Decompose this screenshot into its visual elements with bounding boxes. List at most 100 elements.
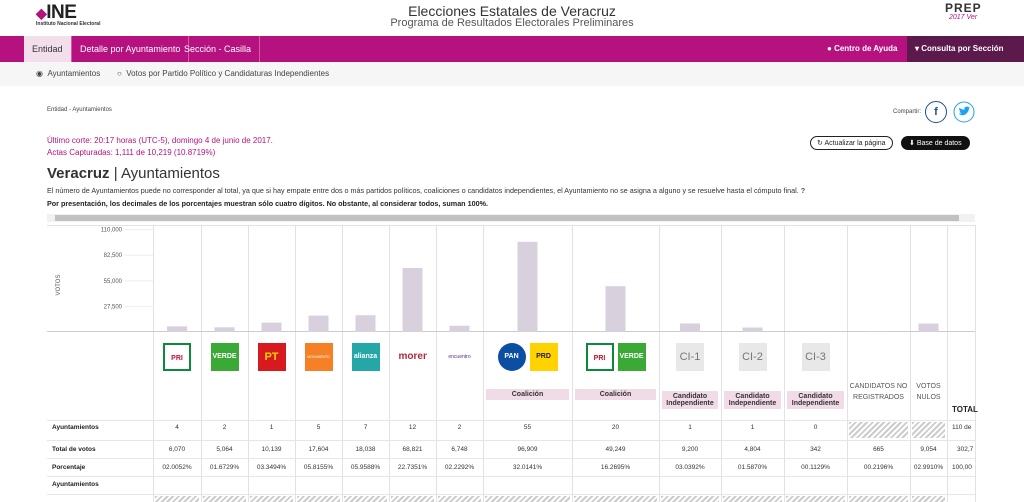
bar: [605, 286, 626, 332]
y-tick-label: 55,000: [104, 279, 123, 285]
cell: 96,909: [517, 446, 538, 453]
chart: VOTOS 27,500 55,000 82,500 110,000: [56, 228, 939, 332]
column-line: [248, 225, 249, 502]
bar: [355, 315, 376, 332]
cell: 7: [363, 424, 368, 431]
hatched-cell: [155, 496, 199, 502]
party-logo: morena: [398, 351, 427, 362]
row-line: [47, 458, 975, 459]
page-title: Elecciones Estatales de Veracruz: [408, 3, 616, 19]
cell: 2: [222, 424, 227, 431]
y-tick-label: 110,000: [101, 228, 123, 234]
hatched-cell: [849, 496, 908, 502]
radio-option[interactable]: ○ Votos por Partido Político y Candidatu…: [117, 69, 330, 78]
y-tick-label: 82,500: [104, 253, 123, 259]
column-line: [201, 225, 202, 502]
heading-view: Ayuntamientos: [120, 165, 220, 182]
logo-text: INE: [46, 2, 77, 23]
cell: 20: [611, 424, 620, 431]
cell: 01.6729%: [209, 464, 240, 471]
row-line: [47, 476, 975, 477]
bar: [167, 326, 187, 332]
chart-base: [47, 331, 975, 332]
hatched-cell: [912, 422, 945, 438]
database-button[interactable]: ⬇ Base de datos: [901, 136, 970, 150]
hatched-cell: [661, 496, 719, 502]
facebook-button[interactable]: f: [925, 101, 947, 123]
hatched-cell: [786, 496, 845, 502]
page-subtitle: Programa de Resultados Electorales Preli…: [390, 17, 634, 29]
row-label: Ayuntamientos: [52, 424, 99, 431]
cell: 49,249: [605, 446, 626, 453]
bar: [449, 325, 470, 332]
cell: 32.0141%: [512, 464, 543, 471]
column-line: [975, 225, 976, 502]
cell: 03.3494%: [256, 464, 287, 471]
cell: 02.2292%: [444, 464, 475, 471]
party-logo: PRD: [529, 343, 558, 371]
cell: 10,139: [261, 446, 282, 453]
cell: 6,070: [168, 446, 186, 453]
help-link[interactable]: ● Centro de Ayuda: [827, 44, 898, 53]
cell: 1: [688, 424, 692, 431]
cell: 68,821: [402, 446, 423, 453]
twitter-button[interactable]: [953, 101, 975, 123]
nav-tab[interactable]: Sección - Casilla: [176, 36, 261, 62]
bar: [402, 267, 423, 332]
column-header: CANDIDATOS NO REGISTRADOS: [849, 383, 908, 401]
cell: 4,804: [744, 446, 761, 453]
hatched-cell: [344, 496, 387, 502]
column-caption: Coalición: [486, 389, 569, 400]
bar: [517, 241, 538, 332]
column-caption: Coalición: [575, 389, 656, 400]
bar: [261, 322, 282, 332]
cell: 17,604: [308, 446, 329, 453]
cell: 12: [408, 424, 417, 431]
last-cut: Último corte: 20:17 horas (UTC-5), domin…: [47, 136, 273, 145]
cell: 02.9910%: [913, 464, 944, 471]
cell: 9,054: [920, 446, 937, 453]
cell: 01.5870%: [737, 464, 768, 471]
cell: 342: [810, 446, 821, 453]
column-line: [721, 225, 722, 502]
cell: 55: [523, 424, 532, 431]
cell: 1: [269, 424, 274, 431]
prep-sub: 2017 Ver: [949, 14, 978, 21]
scrollbar[interactable]: [47, 214, 975, 222]
party-logo: PAN: [497, 343, 526, 371]
cell: 2: [457, 424, 462, 431]
hatched-cell: [723, 496, 782, 502]
y-axis-label: VOTOS: [56, 275, 62, 296]
section-link[interactable]: ▾ Consulta por Sección: [907, 36, 1024, 62]
help-text: Centro de Ayuda: [834, 44, 898, 53]
cell: 5,064: [216, 446, 233, 453]
row-line: [47, 420, 975, 421]
column-line: [847, 225, 848, 502]
nav-tab[interactable]: Entidad: [24, 36, 72, 62]
party-logo: MOVIMIENTO CIUDADANO: [304, 343, 333, 371]
scroll-thumb[interactable]: [55, 215, 959, 221]
radio-option[interactable]: ◉ Ayuntamientos: [36, 69, 101, 78]
nav-tab[interactable]: Detalle por Ayuntamiento: [72, 36, 190, 62]
row-line: [47, 225, 975, 226]
cell: 00.2196%: [863, 464, 894, 471]
hatched-cell: [203, 496, 246, 502]
row-line: [47, 440, 975, 441]
column-line: [436, 225, 437, 502]
breadcrumb: Entidad - Ayuntamientos: [47, 107, 112, 113]
bar: [918, 323, 939, 332]
cell: 03.0392%: [675, 464, 705, 471]
party-logo: PRI: [585, 343, 614, 371]
column-line: [153, 225, 154, 502]
bar: [868, 331, 889, 332]
column-line: [483, 225, 484, 502]
cell: 1: [750, 424, 755, 431]
cell: 100,00: [952, 464, 972, 471]
cell: 00.1129%: [801, 464, 830, 471]
column-line: [389, 225, 390, 502]
actas: Actas Capturadas: 1,111 de 10,219 (10.87…: [47, 148, 216, 157]
section-text: Consulta por Sección: [921, 44, 1004, 53]
party-logo: PT: [257, 343, 286, 371]
note: El número de Ayuntamientos puede no corr…: [47, 186, 806, 195]
refresh-button[interactable]: ↻ Actualizar la página: [810, 136, 893, 150]
